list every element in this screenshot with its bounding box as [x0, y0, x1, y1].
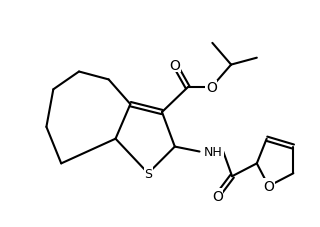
- Text: S: S: [144, 167, 152, 180]
- Text: NH: NH: [204, 145, 223, 158]
- Text: O: O: [212, 189, 223, 203]
- Text: O: O: [206, 81, 217, 95]
- Text: O: O: [263, 179, 274, 193]
- Text: O: O: [169, 58, 180, 72]
